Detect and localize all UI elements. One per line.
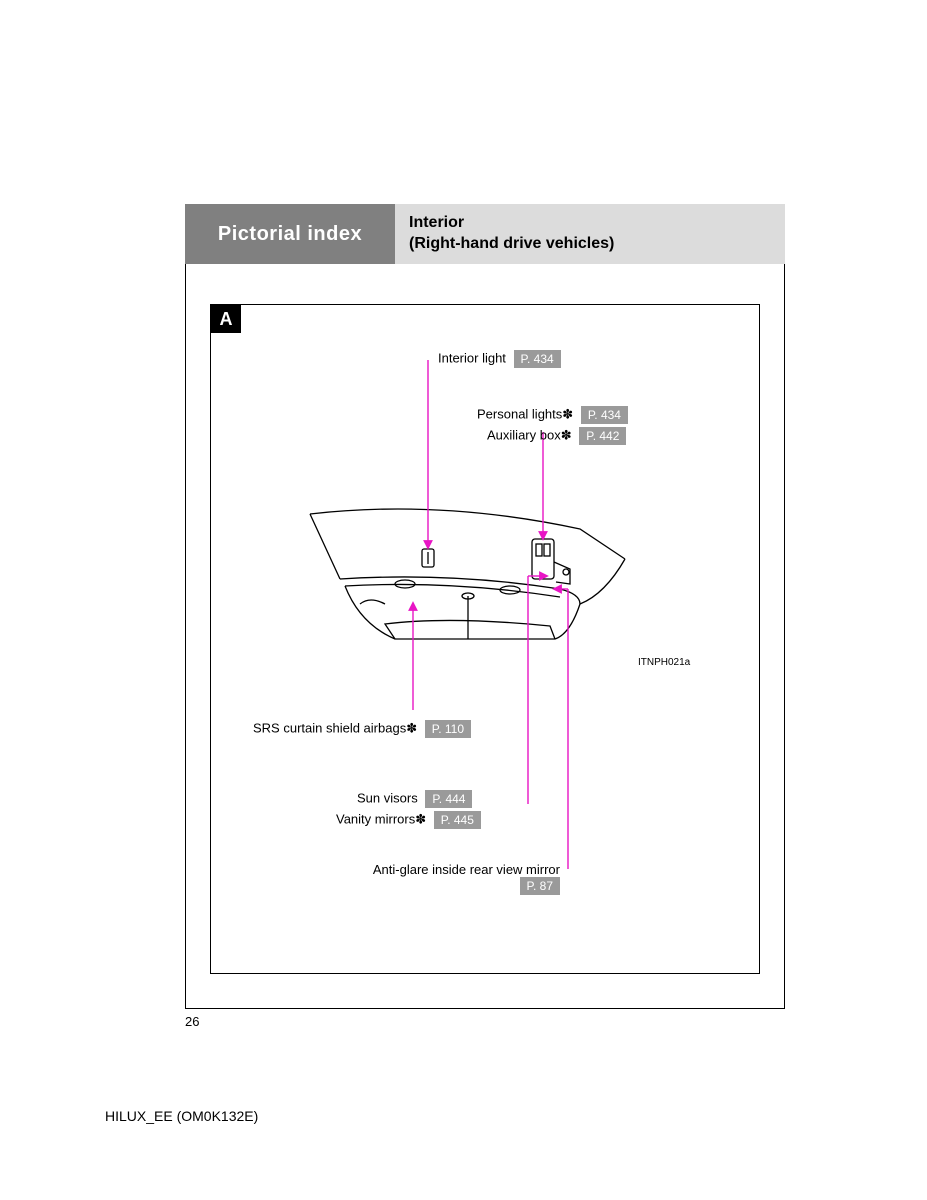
pictorial-index-title: Pictorial index	[218, 223, 362, 246]
personal-lights-pageref: P. 434	[581, 406, 628, 424]
page-number: 26	[185, 1014, 199, 1029]
callout-srs-airbags: SRS curtain shield airbags✽ P. 110	[253, 720, 471, 738]
vanity-mirrors-label: Vanity mirrors	[336, 811, 415, 826]
manual-page: Pictorial index Interior (Right-hand dri…	[0, 0, 927, 1200]
srs-label: SRS curtain shield airbags	[253, 720, 406, 735]
sun-visors-label: Sun visors	[357, 790, 418, 805]
vanity-mirrors-pageref: P. 445	[434, 811, 481, 829]
header-right: Interior (Right-hand drive vehicles)	[395, 204, 785, 264]
footer-document-code: HILUX_EE (OM0K132E)	[105, 1108, 258, 1124]
section-title-line2: (Right-hand drive vehicles)	[409, 234, 785, 255]
callout-vanity-mirrors: Vanity mirrors✽ P. 445	[336, 811, 481, 829]
rear-view-pageref: P. 87	[520, 877, 560, 895]
header-left: Pictorial index	[185, 204, 395, 264]
callout-personal-lights: Personal lights✽ P. 434	[477, 406, 628, 424]
callout-rear-view-mirror: Anti-glare inside rear view mirror P. 87	[290, 862, 560, 895]
callout-sun-visors: Sun visors P. 444	[357, 790, 472, 808]
auxiliary-box-label: Auxiliary box	[487, 427, 561, 442]
interior-light-label: Interior light	[438, 350, 506, 365]
callout-interior-light: Interior light P. 434	[438, 350, 561, 368]
vanity-mirrors-star: ✽	[415, 811, 426, 826]
srs-star: ✽	[406, 720, 417, 735]
personal-lights-star: ✽	[562, 406, 573, 421]
srs-pageref: P. 110	[425, 720, 471, 738]
roof-sketch	[310, 509, 625, 639]
auxiliary-box-pageref: P. 442	[579, 427, 626, 445]
personal-lights-label: Personal lights	[477, 406, 562, 421]
interior-light-pageref: P. 434	[514, 350, 561, 368]
section-title-line1: Interior	[409, 213, 785, 234]
auxiliary-box-star: ✽	[561, 427, 572, 442]
header-bar: Pictorial index Interior (Right-hand dri…	[185, 204, 785, 264]
sun-visors-pageref: P. 444	[425, 790, 472, 808]
rear-view-label: Anti-glare inside rear view mirror	[373, 862, 560, 877]
callout-auxiliary-box: Auxiliary box✽ P. 442	[487, 427, 626, 445]
diagram-code: ITNPH021a	[638, 657, 690, 668]
